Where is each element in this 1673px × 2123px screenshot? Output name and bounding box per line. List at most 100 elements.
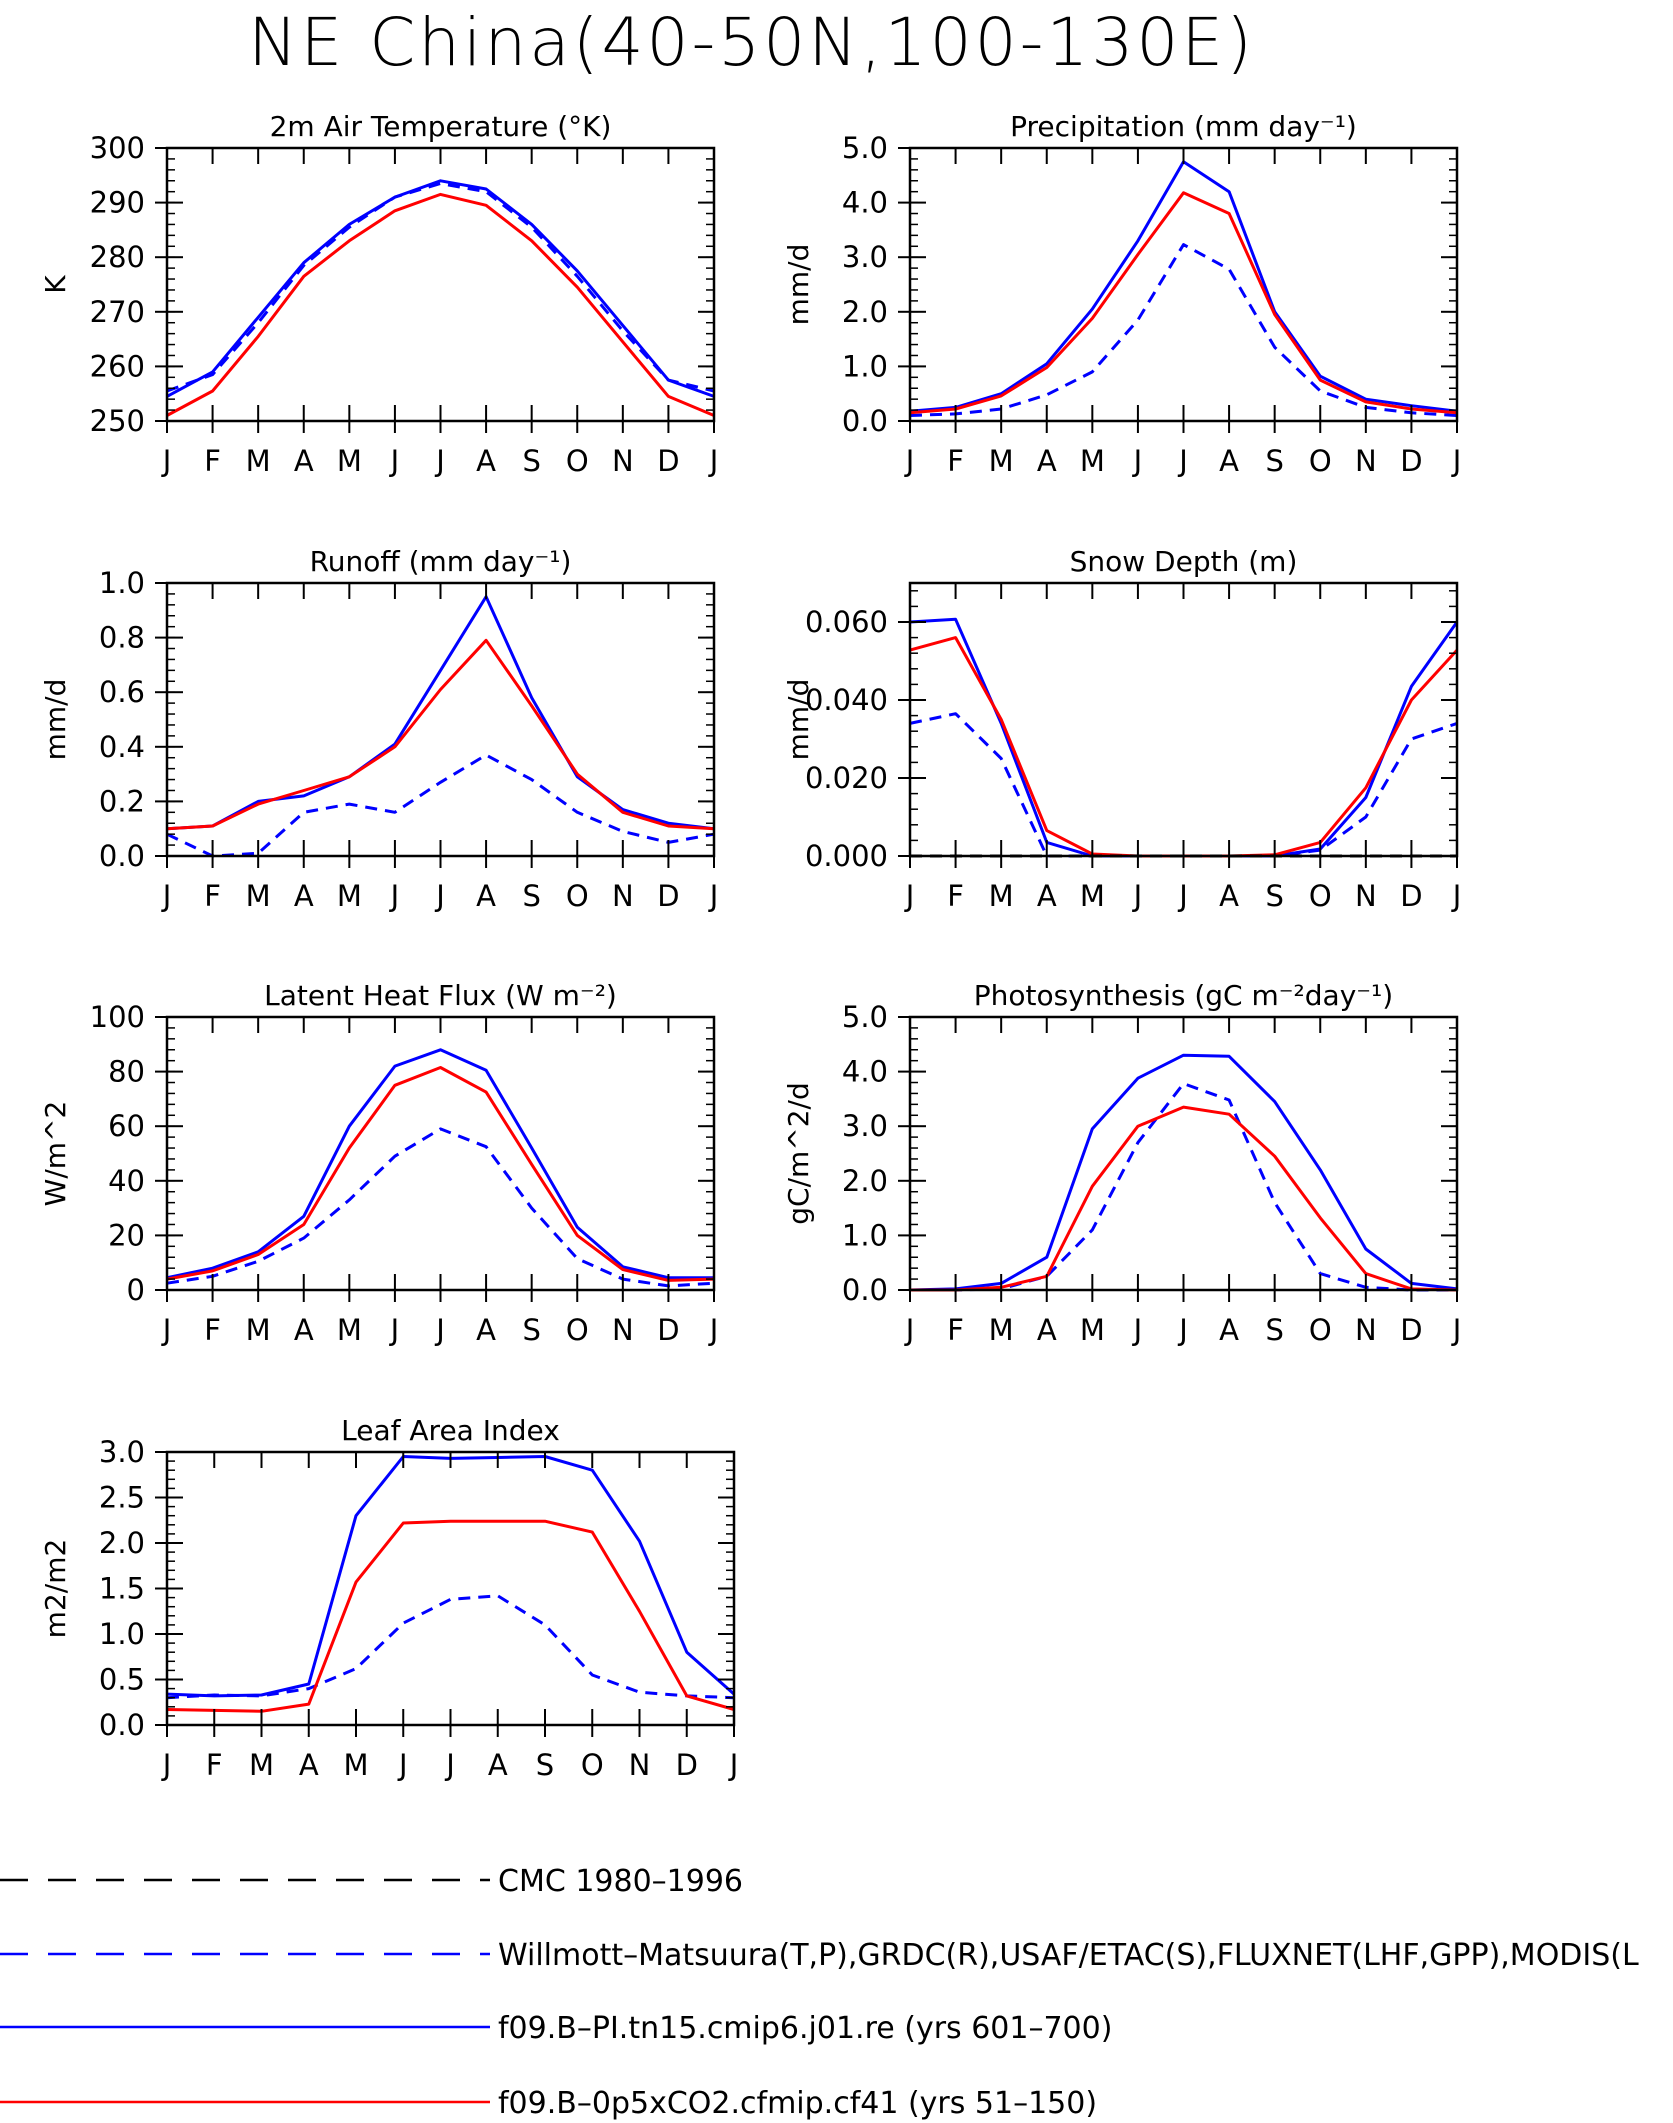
y-tick-label-6: 1.5	[99, 1572, 145, 1606]
series-line-model2-2	[166, 638, 715, 831]
x-tick-label-6: D	[676, 1748, 698, 1782]
y-tick-label-1: 3.0	[842, 240, 888, 274]
y-tick-label-6: 3.0	[99, 1435, 145, 1469]
chart-panel-2: Runoff (mm day⁻¹) mm/d 0.0 0.2 0.4 0.6 0.8 1.0 J…	[39, 545, 718, 913]
y-tick-label-6: 0.5	[99, 1663, 145, 1697]
x-tick-label-2: F	[204, 879, 221, 913]
x-tick-label-2: O	[566, 879, 589, 913]
x-tick-label-0: J	[434, 444, 445, 478]
page-title: NE China(40-50N,100-130E)	[248, 4, 1255, 81]
x-tick-label-2: A	[476, 879, 496, 913]
y-tick-label-4: 0	[127, 1273, 145, 1307]
legend-entry-1: Willmott–Matsuura(T,P),GRDC(R),USAF/ETAC…	[0, 1938, 1639, 1973]
x-tick-label-0: J	[389, 444, 400, 478]
x-tick-label-4: F	[204, 1313, 221, 1347]
legend-label-1: Willmott–Matsuura(T,P),GRDC(R),USAF/ETAC…	[498, 1938, 1639, 1973]
y-tick-label-1: 2.0	[842, 295, 888, 329]
x-tick-label-6: M	[249, 1748, 274, 1782]
y-tick-label-2: 0.0	[99, 839, 145, 873]
x-tick-label-6: J	[444, 1748, 455, 1782]
chart-title-5: Photosynthesis (gC m⁻²day⁻¹)	[974, 979, 1393, 1012]
y-tick-label-3: 0.040	[805, 683, 888, 717]
x-tick-label-0: M	[246, 444, 271, 478]
series-line-obs-1	[909, 243, 1458, 417]
x-tick-label-6: N	[629, 1748, 651, 1782]
x-tick-label-2: A	[294, 879, 314, 913]
x-tick-label-2: J	[434, 879, 445, 913]
x-tick-label-1: M	[989, 444, 1014, 478]
y-tick-label-5: 2.0	[842, 1164, 888, 1198]
y-tick-label-2: 0.2	[99, 784, 145, 818]
y-tick-label-5: 1.0	[842, 1218, 888, 1252]
x-tick-label-1: J	[904, 444, 915, 478]
y-tick-label-4: 40	[108, 1164, 145, 1198]
y-axis-label-6: m2/m2	[39, 1539, 72, 1639]
y-axis-label-1: mm/d	[782, 244, 815, 326]
x-tick-label-0: F	[204, 444, 221, 478]
chart-title-6: Leaf Area Index	[341, 1414, 560, 1447]
y-tick-label-0: 270	[90, 295, 145, 329]
x-tick-label-5: F	[947, 1313, 964, 1347]
y-tick-label-2: 0.8	[99, 621, 145, 655]
y-tick-label-0: 260	[90, 349, 145, 383]
x-tick-label-1: M	[1080, 444, 1105, 478]
y-tick-label-5: 0.0	[842, 1273, 888, 1307]
x-tick-label-5: J	[1451, 1313, 1462, 1347]
x-tick-label-2: S	[522, 879, 540, 913]
x-tick-label-6: F	[206, 1748, 223, 1782]
legend: CMC 1980–1996 Willmott–Matsuura(T,P),GRD…	[0, 1864, 1639, 2121]
x-tick-label-3: D	[1400, 879, 1422, 913]
series-line-model2-1	[909, 191, 1458, 415]
chart-title-4: Latent Heat Flux (W m⁻²)	[264, 979, 617, 1012]
y-tick-label-4: 100	[90, 1000, 145, 1034]
y-tick-label-4: 20	[108, 1218, 145, 1252]
y-axis-label-0: K	[39, 275, 72, 294]
x-tick-label-1: A	[1219, 444, 1239, 478]
y-tick-label-5: 5.0	[842, 1000, 888, 1034]
y-axis-label-3: mm/d	[782, 679, 815, 761]
x-tick-label-4: J	[434, 1313, 445, 1347]
legend-label-0: CMC 1980–1996	[498, 1864, 743, 1899]
y-tick-label-6: 2.5	[99, 1481, 145, 1515]
x-tick-label-0: N	[612, 444, 634, 478]
y-tick-label-1: 5.0	[842, 131, 888, 165]
series-line-model2-3	[909, 636, 1459, 858]
plot-frame-3	[908, 581, 1459, 858]
series-line-obs-4	[166, 1127, 715, 1288]
x-tick-label-0: A	[294, 444, 314, 478]
x-tick-label-1: F	[947, 444, 964, 478]
series-line-obs-6	[166, 1594, 735, 1700]
y-tick-label-6: 2.0	[99, 1526, 145, 1560]
x-tick-label-3: A	[1219, 879, 1239, 913]
x-tick-label-3: M	[1080, 879, 1105, 913]
chart-title-1: Precipitation (mm day⁻¹)	[1010, 110, 1357, 143]
chart-panel-1: Precipitation (mm day⁻¹) mm/d 0.0 1.0 2.0 3.0…	[782, 110, 1461, 478]
x-tick-label-6: S	[536, 1748, 554, 1782]
chart-panel-6: Leaf Area Index m2/m2 0.0 0.5 1.0 1.5 2.0 2.5 3.…	[39, 1414, 738, 1782]
chart-title-0: 2m Air Temperature (°K)	[270, 110, 612, 143]
chart-panel-0: 2m Air Temperature (°K) K 250 260 270 280 290 3…	[39, 110, 718, 478]
chart-panel-4: Latent Heat Flux (W m⁻²) W/m^2 0 20 40 60 80 10…	[39, 979, 718, 1347]
y-tick-label-2: 0.6	[99, 675, 145, 709]
x-tick-label-4: A	[294, 1313, 314, 1347]
series-line-model1-2	[166, 595, 715, 831]
y-tick-label-5: 4.0	[842, 1055, 888, 1089]
plot-frame-6	[165, 1450, 736, 1727]
x-tick-label-4: S	[522, 1313, 540, 1347]
legend-entry-2: f09.B–PI.tn15.cmip6.j01.re (yrs 601–700)	[0, 2011, 1112, 2046]
x-tick-label-5: D	[1400, 1313, 1422, 1347]
x-tick-label-5: M	[1080, 1313, 1105, 1347]
y-tick-label-3: 0.060	[805, 605, 888, 639]
x-tick-label-3: J	[1451, 879, 1462, 913]
series-line-model2-6	[166, 1519, 735, 1713]
x-tick-label-3: J	[1132, 879, 1143, 913]
x-tick-label-3: J	[904, 879, 915, 913]
series-line-model1-5	[909, 1053, 1458, 1292]
x-tick-label-4: O	[566, 1313, 589, 1347]
x-tick-label-0: J	[161, 444, 172, 478]
x-tick-label-2: D	[657, 879, 679, 913]
x-tick-label-6: M	[343, 1748, 368, 1782]
y-tick-label-1: 4.0	[842, 186, 888, 220]
x-tick-label-2: M	[246, 879, 271, 913]
x-tick-label-5: J	[1132, 1313, 1143, 1347]
